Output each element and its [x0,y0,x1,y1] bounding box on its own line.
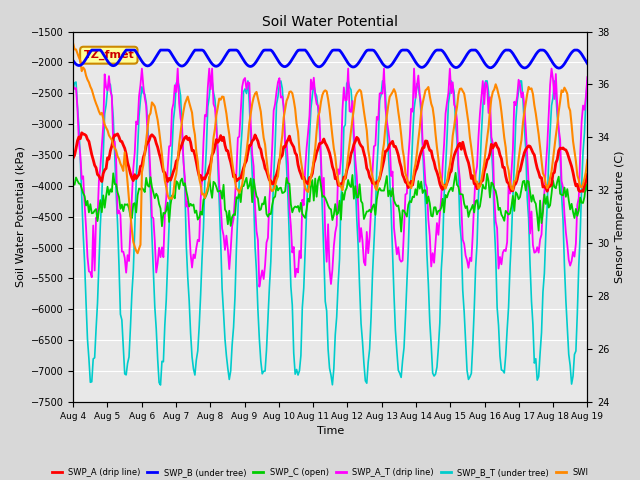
SWI [132,248,140,254]
SWP_C (open) [557,192,565,198]
SWP_A (drip line) [584,171,591,177]
SWP_B (under tree) [557,64,565,70]
SWP_C (open) [294,203,302,209]
Line: SWP_A (drip line): SWP_A (drip line) [73,133,588,192]
SWI [556,98,564,104]
SWP_B (under tree) [296,47,303,53]
SWP_A_T (drip line) [132,119,140,124]
SWP_C (open) [452,170,460,176]
SWP_B (under tree) [584,60,591,66]
SWP_B_T (under tree) [252,244,259,250]
SWP_C (open) [584,188,591,193]
SWP_B_T (under tree) [297,353,305,359]
Text: TZ_fmet: TZ_fmet [83,50,134,60]
SWP_A (drip line) [241,161,249,167]
SWP_A (drip line) [250,137,257,143]
SWP_B_T (under tree) [557,192,565,198]
Line: SWP_B_T (under tree): SWP_B_T (under tree) [73,81,588,385]
Line: SWI: SWI [73,44,588,253]
Line: SWP_C (open): SWP_C (open) [73,173,588,231]
SWP_C (open) [240,183,248,189]
SWP_B (under tree) [555,65,563,71]
SWP_A (drip line) [78,130,86,136]
SWP_B (under tree) [250,62,257,68]
SWP_A (drip line) [69,155,77,161]
SWP_C (open) [248,199,256,205]
SWP_A_T (drip line) [138,66,146,72]
SWI [69,41,77,47]
Title: Soil Water Potential: Soil Water Potential [262,15,398,29]
SWP_A (drip line) [296,168,303,173]
SWP_A_T (drip line) [557,178,565,184]
SWP_C (open) [397,228,405,234]
SWP_A_T (drip line) [255,284,263,289]
SWP_C (open) [223,209,230,215]
SWP_A (drip line) [224,148,232,154]
SWI [134,250,141,256]
Y-axis label: Soil Water Potential (kPa): Soil Water Potential (kPa) [15,146,25,287]
Line: SWP_B (under tree): SWP_B (under tree) [73,50,588,68]
SWP_A_T (drip line) [69,83,77,89]
X-axis label: Time: Time [317,426,344,436]
SWP_B (under tree) [241,60,249,65]
SWP_B_T (under tree) [69,86,77,92]
SWP_B_T (under tree) [157,382,164,388]
SWP_C (open) [132,210,140,216]
SWP_B_T (under tree) [174,78,182,84]
SWP_B (under tree) [88,47,95,53]
SWP_A_T (drip line) [250,163,257,169]
Line: SWP_A_T (drip line): SWP_A_T (drip line) [73,69,588,287]
SWP_A (drip line) [577,189,584,194]
SWP_A_T (drip line) [584,74,591,80]
SWP_A (drip line) [556,145,564,151]
SWI [224,122,232,128]
SWP_B (under tree) [134,51,141,57]
SWP_B_T (under tree) [243,91,250,96]
SWP_C (open) [69,180,77,186]
SWP_B_T (under tree) [132,179,140,185]
SWI [584,157,591,163]
SWP_A_T (drip line) [224,246,232,252]
Y-axis label: Sensor Temperature (C): Sensor Temperature (C) [615,151,625,283]
SWI [241,157,249,163]
SWP_A_T (drip line) [241,75,249,81]
Legend: SWP_A (drip line), SWP_B (under tree), SWP_C (open), SWP_A_T (drip line), SWP_B_: SWP_A (drip line), SWP_B (under tree), S… [49,465,591,480]
SWP_A (drip line) [134,173,141,179]
SWP_B_T (under tree) [225,376,233,382]
SWP_B_T (under tree) [584,78,591,84]
SWP_B (under tree) [224,49,232,55]
SWP_A_T (drip line) [297,255,305,261]
SWI [250,95,257,100]
SWI [296,147,303,153]
SWP_B (under tree) [69,58,77,63]
